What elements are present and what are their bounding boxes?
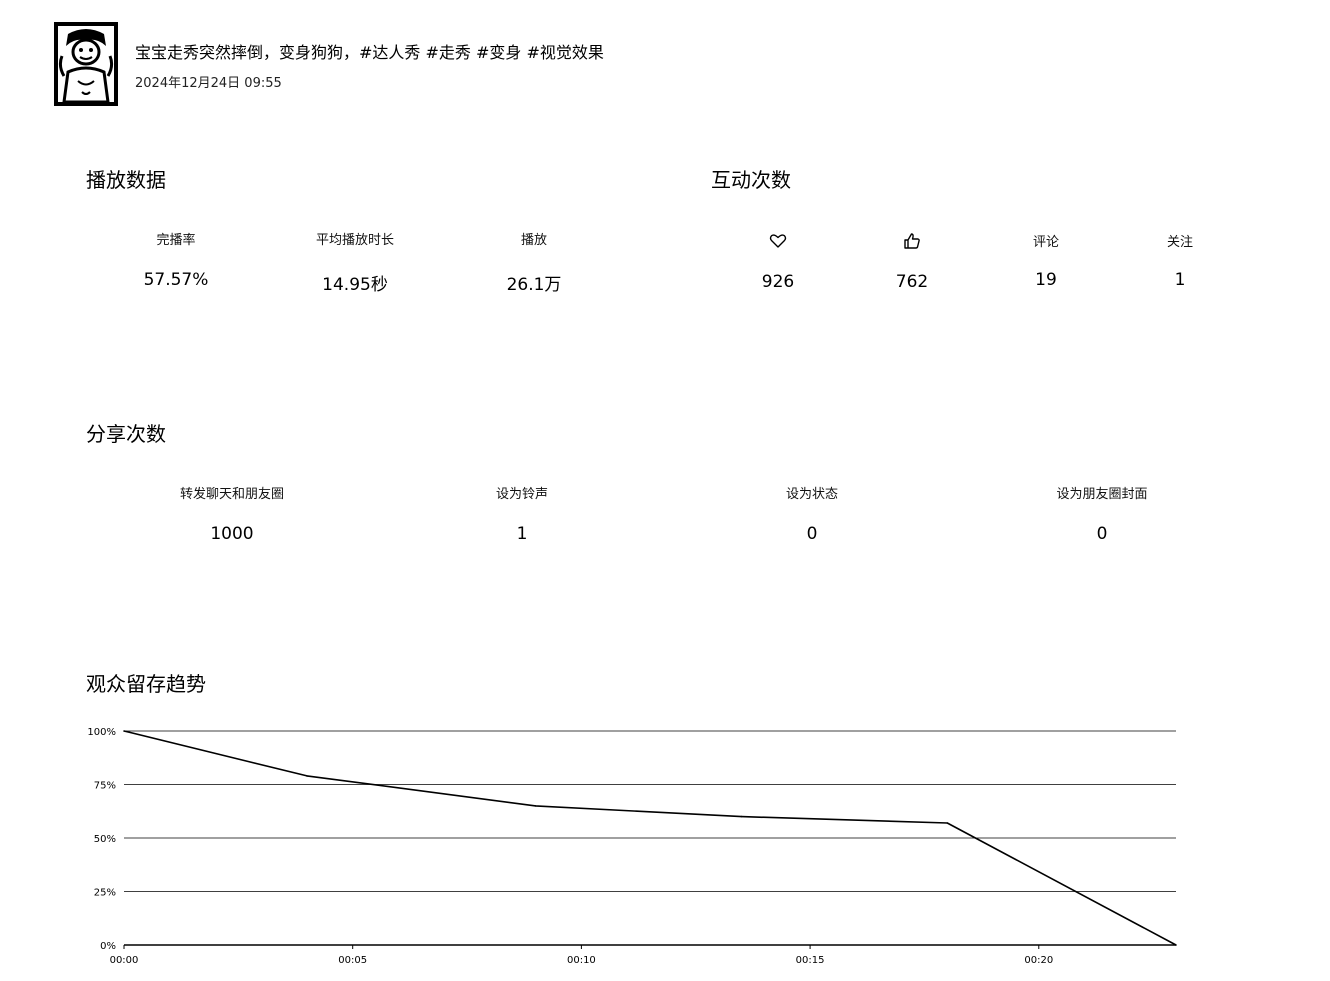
- retention-chart-svg: 0% 25% 50% 75% 100% 00:00 00:05 00:10 00:15 00:20: [87, 727, 1177, 966]
- ringtone-label: 设为铃声: [495, 487, 548, 502]
- avatar[interactable]: [54, 22, 118, 106]
- moments-cover-label: 设为朋友圈封面: [1056, 487, 1148, 502]
- x-tick-label: 00:05: [338, 955, 367, 966]
- ringtone-value: 1: [516, 524, 528, 544]
- thumbs-up-count: 762: [895, 272, 929, 292]
- retention-point: [740, 815, 743, 818]
- avg-duration-stat: 平均播放时长 14.95秒: [255, 232, 455, 295]
- post-title: 宝宝走秀突然摔倒，变身狗狗，#达人秀 #走秀 #变身 #视觉效果: [135, 43, 604, 62]
- y-tick-label: 50%: [94, 834, 116, 845]
- heart-count: 926: [761, 272, 795, 292]
- y-tick-label: 0%: [100, 941, 116, 952]
- retention-point: [123, 730, 125, 732]
- forward-label: 转发聊天和朋友圈: [179, 487, 284, 502]
- avg-duration-value: 14.95秒: [322, 275, 388, 295]
- completion-rate-label: 完播率: [156, 233, 196, 248]
- playback-section-title: 播放数据: [86, 168, 166, 192]
- retention-chart: 0% 25% 50% 75% 100% 00:00 00:05 00:10 00:15 00:20: [80, 716, 1200, 976]
- status-stat: 设为状态 0: [712, 486, 912, 544]
- y-tick-label: 25%: [94, 888, 116, 899]
- thumbs-up-stat: 762: [812, 232, 1012, 292]
- plays-value: 26.1万: [506, 275, 562, 295]
- plays-stat: 播放 26.1万: [434, 232, 634, 295]
- moments-cover-value: 0: [1096, 524, 1108, 544]
- x-tick-label: 00:20: [1024, 955, 1053, 966]
- plays-label: 播放: [520, 233, 547, 248]
- likes-heart-stat: 926: [678, 232, 878, 292]
- ringtone-stat: 设为铃声 1: [422, 486, 622, 544]
- status-value: 0: [806, 524, 818, 544]
- comments-stat: 评论 19: [946, 234, 1146, 290]
- follows-stat: 关注 1: [1080, 234, 1280, 290]
- follows-value: 1: [1174, 270, 1186, 290]
- status-label: 设为状态: [785, 487, 838, 502]
- heart-icon: [769, 234, 787, 248]
- thumbs-up-icon: [904, 233, 920, 249]
- comments-label: 评论: [1032, 235, 1059, 250]
- retention-line: [123, 730, 1177, 946]
- moments-cover-stat: 设为朋友圈封面 0: [1002, 486, 1202, 544]
- x-tick-label: 00:00: [110, 955, 139, 966]
- completion-rate-stat: 完播率 57.57%: [76, 232, 276, 290]
- y-tick-label: 100%: [87, 727, 116, 738]
- follows-label: 关注: [1166, 235, 1193, 250]
- share-section-title: 分享次数: [86, 422, 166, 446]
- avg-duration-label: 平均播放时长: [315, 233, 394, 248]
- y-tick-label: 75%: [94, 781, 116, 792]
- retention-point: [1175, 944, 1177, 946]
- comments-value: 19: [1035, 270, 1057, 290]
- retention-section-title: 观众留存趋势: [86, 672, 206, 696]
- post-date: 2024年12月24日 09:55: [135, 76, 282, 91]
- post-header: 宝宝走秀突然摔倒，变身狗狗，#达人秀 #走秀 #变身 #视觉效果 2024年12…: [54, 22, 854, 106]
- completion-rate-value: 57.57%: [143, 270, 209, 290]
- cartoon-face-avatar-icon: [58, 26, 114, 102]
- retention-point: [946, 822, 949, 824]
- x-tick-label: 00:15: [796, 955, 825, 966]
- interaction-section-title: 互动次数: [711, 168, 791, 192]
- forward-value: 1000: [210, 524, 254, 544]
- forward-stat: 转发聊天和朋友圈 1000: [132, 486, 332, 544]
- retention-point: [306, 775, 308, 777]
- x-tick-label: 00:10: [567, 955, 596, 966]
- retention-point: [534, 805, 537, 807]
